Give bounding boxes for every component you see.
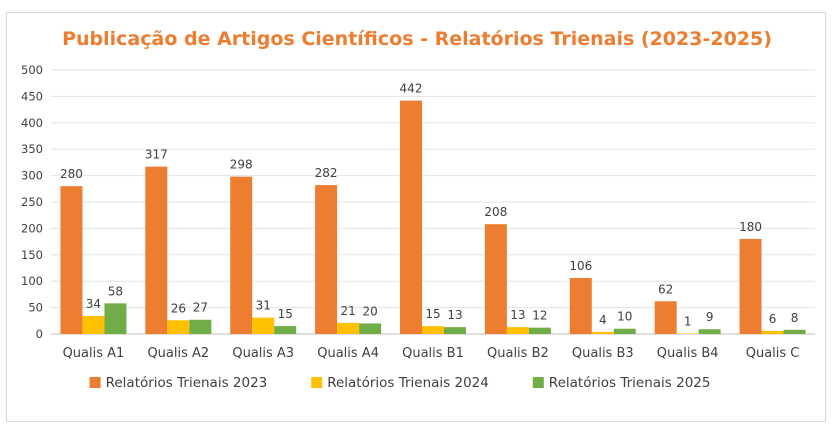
- chart-canvas: Publicação de Artigos Científicos - Rela…: [21, 28, 815, 391]
- x-category-label: Qualis A2: [147, 346, 209, 361]
- x-axis-categories: Qualis A1 Qualis A2 Qualis A3 Qualis A4 Qual…: [63, 346, 800, 361]
- data-label: 10: [617, 310, 632, 324]
- x-category-label: Qualis B1: [402, 346, 464, 361]
- bar: [591, 331, 614, 334]
- data-label: 106: [569, 259, 592, 273]
- bar: [698, 329, 721, 334]
- legend: Relatórios Trienais 2023 Relatórios Trien…: [89, 375, 711, 391]
- bar: [613, 328, 636, 334]
- bar: [400, 100, 422, 335]
- gridlines: [51, 69, 815, 335]
- data-label: 34: [86, 297, 101, 311]
- data-label: 298: [230, 158, 253, 172]
- legend-label: Relatórios Trienais 2023: [106, 375, 268, 391]
- bar: [676, 333, 699, 334]
- chart-frame: Publicação de Artigos Científicos - Rela…: [6, 12, 826, 422]
- data-label: 208: [484, 205, 507, 219]
- data-label: 13: [510, 308, 525, 322]
- bar: [230, 176, 253, 334]
- y-tick-label: 0: [36, 327, 43, 341]
- bar: [337, 322, 360, 334]
- data-label: 4: [599, 313, 607, 327]
- bar: [569, 278, 592, 334]
- bar: [315, 185, 338, 334]
- x-category-label: Qualis A4: [317, 346, 379, 361]
- y-tick-label: 450: [21, 89, 43, 103]
- bars: [60, 100, 806, 335]
- bar: [145, 166, 168, 334]
- bar: [528, 327, 551, 334]
- y-tick-label: 400: [21, 116, 43, 130]
- bar: [484, 224, 507, 334]
- legend-swatch: [311, 377, 323, 388]
- data-label: 6: [769, 312, 777, 326]
- x-category-label: Qualis B4: [657, 346, 719, 361]
- bar: [739, 238, 762, 334]
- bar: [274, 326, 297, 334]
- data-label: 180: [739, 220, 762, 234]
- legend-swatch: [89, 377, 101, 388]
- y-tick-label: 100: [21, 274, 43, 288]
- bar: [444, 327, 466, 334]
- y-tick-label: 350: [21, 142, 43, 156]
- data-label: 9: [706, 310, 714, 324]
- y-tick-label: 300: [21, 169, 43, 183]
- y-tick-label: 250: [21, 195, 43, 209]
- data-label: 12: [532, 309, 547, 323]
- data-label: 20: [362, 304, 377, 318]
- x-category-label: Qualis B2: [487, 346, 549, 361]
- bar: [783, 329, 806, 334]
- legend-label: Relatórios Trienais 2024: [327, 375, 489, 391]
- data-label: 58: [108, 284, 123, 298]
- y-tick-label: 150: [21, 248, 43, 262]
- data-label: 62: [658, 282, 673, 296]
- bar: [252, 317, 275, 334]
- bar: [82, 316, 105, 334]
- bar: [60, 186, 83, 334]
- data-label: 27: [193, 301, 208, 315]
- legend-label: Relatórios Trienais 2025: [549, 375, 711, 391]
- data-label: 13: [447, 308, 462, 322]
- data-label: 442: [400, 82, 423, 96]
- bar: [654, 301, 677, 334]
- data-label: 15: [278, 307, 293, 321]
- data-label: 21: [340, 304, 355, 318]
- data-label: 282: [315, 166, 338, 180]
- bar: [189, 319, 212, 334]
- y-axis-ticks: 0 50 100 150 200 250 300 350 400 450 500: [21, 63, 43, 341]
- chart-title: Publicação de Artigos Científicos - Rela…: [62, 28, 772, 50]
- bar: [104, 303, 127, 334]
- bar: [422, 326, 444, 334]
- data-label: 317: [145, 148, 168, 162]
- data-label: 1: [684, 314, 692, 328]
- y-tick-label: 200: [21, 221, 43, 235]
- legend-swatch: [532, 377, 544, 388]
- x-category-label: Qualis A3: [232, 346, 294, 361]
- bar: [359, 323, 382, 334]
- data-label: 15: [425, 307, 440, 321]
- data-label: 31: [256, 299, 271, 313]
- data-label: 280: [60, 167, 83, 181]
- x-category-label: Qualis C: [746, 346, 800, 361]
- y-tick-label: 50: [28, 301, 43, 315]
- data-labels: 280 34 58 317 26 27 298 31 15 282 21 20 442 15 13 208 13…: [60, 82, 798, 329]
- data-label: 26: [171, 301, 186, 315]
- bar: [761, 330, 784, 334]
- x-category-label: Qualis B3: [572, 346, 634, 361]
- y-tick-label: 500: [21, 63, 43, 77]
- data-label: 8: [791, 311, 799, 325]
- bar: [506, 327, 529, 334]
- bar: [167, 320, 190, 334]
- x-category-label: Qualis A1: [63, 346, 125, 361]
